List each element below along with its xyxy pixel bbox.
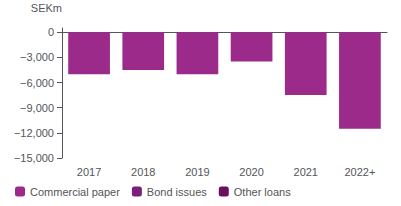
svg-text:Commercial paper: Commercial paper — [30, 186, 120, 198]
svg-text:Bond issues: Bond issues — [147, 186, 207, 198]
svg-text:0: 0 — [48, 26, 54, 38]
svg-text:Other loans: Other loans — [234, 186, 291, 198]
svg-text:2021: 2021 — [294, 166, 318, 178]
svg-text:2017: 2017 — [77, 166, 101, 178]
svg-text:−9,000: −9,000 — [20, 102, 54, 114]
svg-text:−3,000: −3,000 — [20, 51, 54, 63]
svg-text:−6,000: −6,000 — [20, 77, 54, 89]
svg-text:2019: 2019 — [185, 166, 209, 178]
svg-text:−12,000: −12,000 — [14, 127, 54, 139]
svg-text:2022+: 2022+ — [344, 166, 375, 178]
svg-text:SEKm: SEKm — [31, 2, 62, 14]
svg-text:−15,000: −15,000 — [14, 152, 54, 164]
svg-text:2020: 2020 — [239, 166, 263, 178]
svg-text:2018: 2018 — [131, 166, 155, 178]
